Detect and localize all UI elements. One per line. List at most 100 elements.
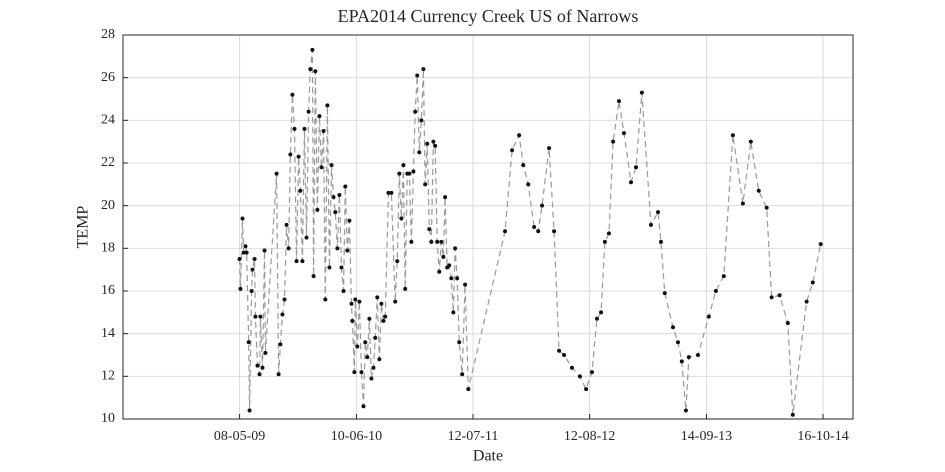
data-point — [764, 205, 769, 210]
chart-title: EPA2014 Currency Creek US of Narrows — [338, 6, 639, 26]
data-point — [455, 276, 460, 281]
y-tick-label: 20 — [101, 198, 115, 213]
data-point — [443, 195, 448, 200]
data-point — [435, 239, 440, 244]
data-point — [453, 246, 458, 251]
plot-frame — [122, 34, 854, 420]
data-point — [399, 216, 404, 221]
x-tick-label: 12-07-11 — [448, 429, 499, 444]
data-point — [730, 133, 735, 138]
data-point — [355, 344, 360, 349]
data-point — [431, 139, 436, 144]
data-point — [260, 365, 265, 370]
data-point — [648, 222, 653, 227]
data-point — [263, 350, 268, 355]
data-point — [818, 242, 823, 247]
data-point — [377, 357, 382, 362]
data-point — [386, 190, 391, 195]
data-point — [532, 225, 537, 229]
data-point — [240, 216, 245, 221]
data-point — [302, 126, 307, 131]
data-point — [769, 295, 774, 300]
data-point — [367, 316, 372, 321]
data-point — [347, 218, 352, 223]
data-line — [238, 49, 822, 415]
data-point — [417, 150, 422, 155]
data-point — [258, 314, 263, 319]
data-point — [298, 188, 303, 193]
data-point — [449, 276, 454, 281]
data-point — [286, 246, 291, 251]
y-tick-label: 12 — [101, 369, 115, 384]
data-point — [262, 248, 267, 253]
data-point — [276, 372, 281, 377]
data-point — [379, 301, 384, 306]
data-point — [721, 274, 726, 279]
data-point — [349, 301, 354, 306]
x-axis-label: Date — [473, 448, 503, 465]
data-point — [413, 109, 418, 114]
data-point — [706, 314, 711, 319]
data-point — [284, 222, 289, 227]
data-point — [383, 314, 388, 319]
data-point — [397, 171, 402, 176]
data-point — [686, 355, 691, 360]
data-point — [375, 295, 380, 300]
data-point — [363, 340, 368, 345]
data-point — [274, 171, 279, 176]
data-point — [407, 171, 412, 176]
data-point — [300, 259, 305, 264]
data-point — [810, 280, 815, 285]
data-point — [308, 67, 313, 72]
x-tick-label: 10-06-10 — [331, 429, 382, 444]
data-point — [777, 293, 782, 298]
data-point — [466, 387, 471, 392]
data-point — [679, 359, 684, 364]
data-point — [352, 370, 357, 375]
data-point — [589, 370, 594, 375]
data-point — [353, 297, 358, 302]
data-point — [411, 169, 416, 174]
data-point — [629, 180, 634, 185]
data-point — [249, 289, 254, 293]
data-point — [395, 259, 400, 264]
data-point — [319, 165, 324, 170]
data-point — [321, 129, 326, 133]
data-point — [521, 163, 526, 168]
data-point — [296, 154, 301, 159]
data-point — [381, 318, 386, 323]
data-point — [359, 370, 364, 375]
data-point — [577, 374, 582, 379]
data-point — [713, 289, 718, 293]
data-point — [331, 195, 336, 200]
data-point — [526, 182, 531, 187]
data-point — [244, 250, 249, 255]
data-point — [304, 235, 309, 240]
data-point — [403, 286, 408, 291]
data-point — [594, 316, 599, 321]
data-point — [335, 246, 340, 251]
x-tick-label: 12-08-12 — [564, 429, 615, 444]
data-point — [423, 182, 428, 187]
data-point — [389, 190, 394, 195]
data-point — [333, 210, 338, 215]
data-point — [457, 340, 462, 345]
data-point — [317, 114, 322, 119]
data-point — [429, 239, 434, 244]
data-point — [337, 193, 342, 197]
y-tick-label: 14 — [101, 326, 115, 341]
data-point — [602, 239, 607, 244]
data-point — [350, 318, 355, 323]
data-point — [306, 109, 311, 114]
data-point — [310, 47, 315, 52]
data-point — [292, 126, 297, 131]
data-point — [250, 267, 255, 272]
data-point — [510, 148, 515, 153]
data-point — [246, 340, 251, 345]
data-point — [415, 73, 420, 78]
data-point — [517, 133, 522, 138]
data-point — [253, 314, 258, 319]
data-point — [393, 299, 398, 304]
